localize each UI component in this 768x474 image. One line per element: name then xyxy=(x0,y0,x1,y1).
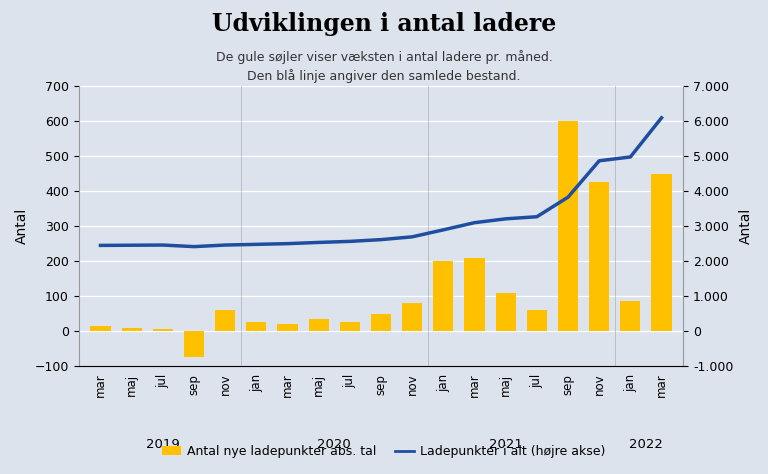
Bar xyxy=(121,328,142,331)
Bar xyxy=(184,331,204,357)
Text: De gule søjler viser væksten i antal ladere pr. måned.
Den blå linje angiver den: De gule søjler viser væksten i antal lad… xyxy=(216,50,552,83)
Bar xyxy=(651,174,672,331)
Bar xyxy=(527,310,547,331)
Text: Udviklingen i antal ladere: Udviklingen i antal ladere xyxy=(212,12,556,36)
Legend: Antal nye ladepunkter abs. tal, Ladepunkter i alt (højre akse): Antal nye ladepunkter abs. tal, Ladepunk… xyxy=(157,440,611,463)
Y-axis label: Antal: Antal xyxy=(739,208,753,244)
Text: 2021: 2021 xyxy=(488,438,522,451)
Bar xyxy=(589,182,609,331)
Bar xyxy=(371,314,391,331)
Bar xyxy=(465,258,485,331)
Y-axis label: Antal: Antal xyxy=(15,208,29,244)
Bar xyxy=(402,303,422,331)
Bar xyxy=(621,301,641,331)
Bar xyxy=(433,261,453,331)
Bar xyxy=(247,322,266,331)
Bar xyxy=(215,310,235,331)
Bar xyxy=(339,322,360,331)
Bar xyxy=(309,319,329,331)
Bar xyxy=(91,326,111,331)
Text: 2019: 2019 xyxy=(146,438,180,451)
Bar xyxy=(153,329,173,331)
Bar xyxy=(277,324,298,331)
Text: 2022: 2022 xyxy=(629,438,663,451)
Bar xyxy=(558,121,578,331)
Bar xyxy=(495,292,516,331)
Text: 2020: 2020 xyxy=(317,438,351,451)
